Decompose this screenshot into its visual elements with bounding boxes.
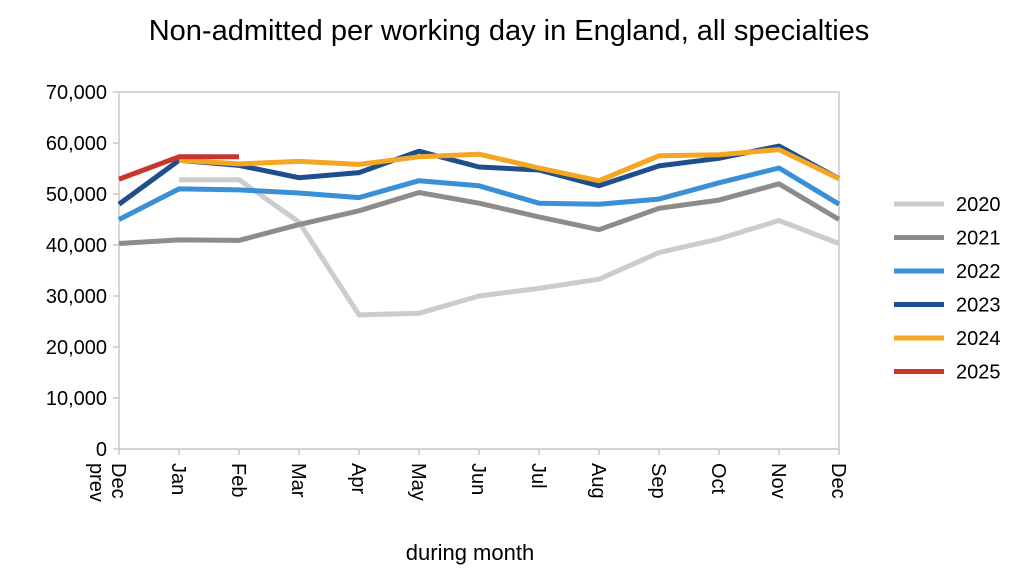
x-axis-label: during month bbox=[406, 540, 534, 565]
legend-label-2022: 2022 bbox=[956, 261, 1001, 283]
series-line-2021 bbox=[118, 181, 841, 246]
series-line-2024 bbox=[178, 147, 841, 184]
x-axis: Decprev Jan Feb Mar Apr May Jun Jul Aug Sep Oct Nov… bbox=[85, 449, 849, 502]
x-tick-label: Decprev bbox=[85, 463, 129, 502]
y-tick-label: 40,000 bbox=[46, 235, 107, 257]
y-tick-label: 50,000 bbox=[46, 184, 107, 206]
x-tick-label: Nov bbox=[767, 463, 789, 499]
series-line-2022 bbox=[117, 165, 841, 222]
series-line-2025 bbox=[118, 154, 239, 182]
x-tick-label: Jul bbox=[527, 463, 549, 489]
x-tick-label: Mar bbox=[287, 463, 309, 498]
series-line-2020 bbox=[179, 177, 840, 318]
legend-label-2024: 2024 bbox=[956, 328, 1001, 350]
x-tick-label: Oct bbox=[707, 463, 729, 495]
legend-label-2021: 2021 bbox=[956, 228, 1001, 250]
legend-label-2023: 2023 bbox=[956, 295, 1001, 317]
x-tick-label: Sep bbox=[647, 463, 669, 499]
legend-label-2020: 2020 bbox=[956, 194, 1001, 216]
y-axis: 0 10,000 20,000 30,000 40,000 50,000 60,000 70,… bbox=[46, 82, 119, 461]
x-tick-label: Aug bbox=[587, 463, 609, 499]
y-tick-label: 70,000 bbox=[46, 82, 107, 104]
y-tick-label: 60,000 bbox=[46, 133, 107, 155]
plot-area bbox=[118, 91, 840, 450]
y-tick-label: 30,000 bbox=[46, 286, 107, 308]
x-tick-label: May bbox=[407, 463, 429, 501]
chart-title: Non-admitted per working day in England,… bbox=[149, 15, 870, 47]
x-tick-label: Feb bbox=[227, 463, 249, 497]
x-tick-label: Jan bbox=[167, 463, 189, 495]
y-tick-label: 0 bbox=[96, 439, 107, 461]
x-tick-label: Apr bbox=[347, 463, 369, 494]
legend-label-2025: 2025 bbox=[956, 362, 1001, 384]
series-lines bbox=[117, 143, 841, 318]
x-tick-label: Jun bbox=[467, 463, 489, 495]
x-tick-label: Dec bbox=[827, 463, 849, 499]
y-tick-label: 10,000 bbox=[46, 388, 107, 410]
legend: 2020 2021 2022 2023 2024 2025 bbox=[894, 194, 1001, 384]
y-tick-label: 20,000 bbox=[46, 337, 107, 359]
